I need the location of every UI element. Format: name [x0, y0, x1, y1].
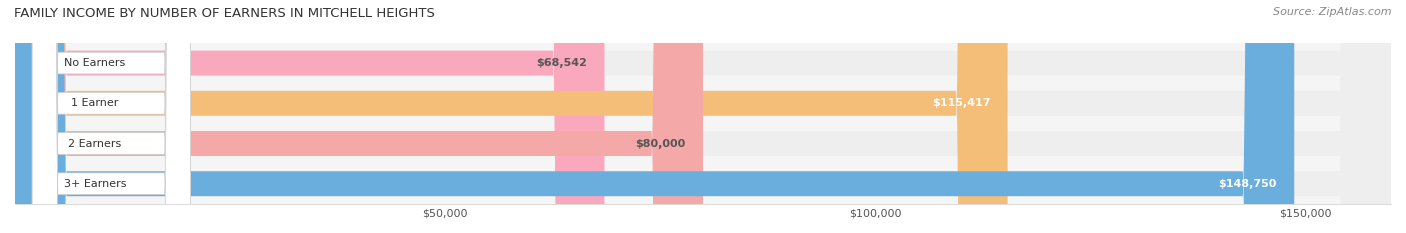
- FancyBboxPatch shape: [32, 0, 190, 233]
- FancyBboxPatch shape: [32, 0, 190, 233]
- Text: FAMILY INCOME BY NUMBER OF EARNERS IN MITCHELL HEIGHTS: FAMILY INCOME BY NUMBER OF EARNERS IN MI…: [14, 7, 434, 20]
- FancyBboxPatch shape: [32, 0, 190, 233]
- FancyBboxPatch shape: [15, 0, 1391, 233]
- Text: $68,542: $68,542: [536, 58, 588, 68]
- FancyBboxPatch shape: [15, 0, 1391, 233]
- Text: $115,417: $115,417: [932, 98, 990, 108]
- Text: $148,750: $148,750: [1219, 179, 1277, 189]
- FancyBboxPatch shape: [15, 0, 1391, 233]
- Text: No Earners: No Earners: [65, 58, 125, 68]
- FancyBboxPatch shape: [15, 0, 703, 233]
- Text: 3+ Earners: 3+ Earners: [63, 179, 127, 189]
- FancyBboxPatch shape: [15, 0, 1295, 233]
- Text: Source: ZipAtlas.com: Source: ZipAtlas.com: [1274, 7, 1392, 17]
- Text: 2 Earners: 2 Earners: [67, 138, 121, 148]
- Text: 1 Earner: 1 Earner: [72, 98, 118, 108]
- Text: $80,000: $80,000: [636, 138, 686, 148]
- FancyBboxPatch shape: [15, 0, 1391, 233]
- FancyBboxPatch shape: [32, 0, 190, 233]
- FancyBboxPatch shape: [15, 0, 605, 233]
- FancyBboxPatch shape: [15, 0, 1008, 233]
